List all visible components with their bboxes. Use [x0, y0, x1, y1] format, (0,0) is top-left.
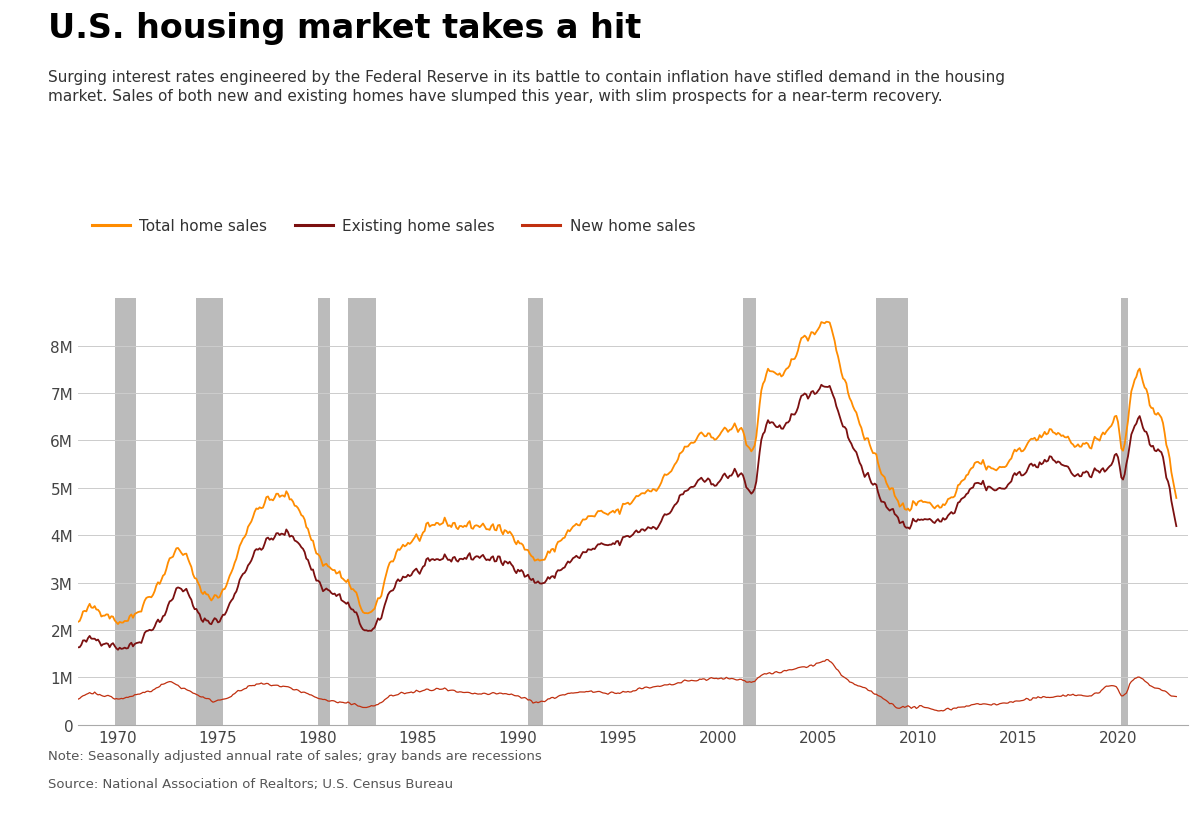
Bar — [743, 299, 756, 725]
Bar — [1122, 299, 1128, 725]
Bar — [348, 299, 377, 725]
Bar — [114, 299, 137, 725]
Legend: Total home sales, Existing home sales, New home sales: Total home sales, Existing home sales, N… — [85, 213, 701, 240]
Bar — [318, 299, 330, 725]
Text: U.S. housing market takes a hit: U.S. housing market takes a hit — [48, 12, 641, 45]
Bar — [876, 299, 908, 725]
Text: Source: National Association of Realtors; U.S. Census Bureau: Source: National Association of Realtors… — [48, 777, 454, 790]
Bar — [197, 299, 223, 725]
Text: Surging interest rates engineered by the Federal Reserve in its battle to contai: Surging interest rates engineered by the… — [48, 70, 1006, 104]
Bar — [528, 299, 542, 725]
Text: Note: Seasonally adjusted annual rate of sales; gray bands are recessions: Note: Seasonally adjusted annual rate of… — [48, 749, 541, 762]
